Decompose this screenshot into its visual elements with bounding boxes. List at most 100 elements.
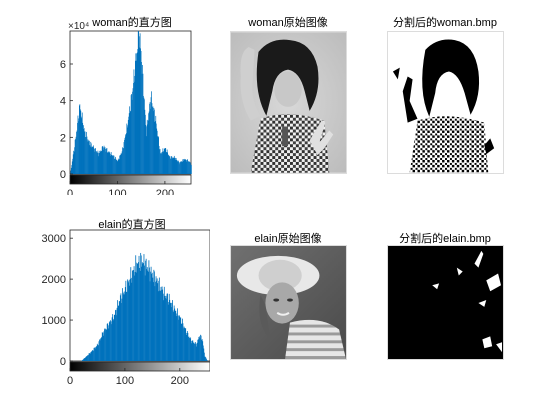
hist-bar xyxy=(124,139,125,174)
x-tick-label: 200 xyxy=(156,188,174,195)
hist-bar xyxy=(148,113,150,174)
hist-bar xyxy=(191,340,193,361)
hist-bar xyxy=(99,150,101,174)
hist-bar xyxy=(184,158,186,174)
hist-bar xyxy=(124,294,126,361)
hist-bar xyxy=(115,309,117,361)
hist-bar xyxy=(127,119,129,174)
hist-bar xyxy=(122,288,123,361)
hist-bar xyxy=(158,277,160,361)
hist-bar xyxy=(90,143,92,174)
y-tick-label: 2000 xyxy=(42,274,66,286)
hist-bar xyxy=(163,286,165,361)
hist-bar xyxy=(97,152,98,174)
hist-bar xyxy=(163,148,165,174)
hist-bar xyxy=(121,298,123,361)
hist-bar xyxy=(126,123,128,174)
hist-bar xyxy=(129,285,131,361)
hist-bar xyxy=(180,161,181,174)
hist-bar xyxy=(181,161,183,174)
hist-bar xyxy=(125,280,127,361)
hist-bar xyxy=(180,161,182,174)
hist-bar xyxy=(110,153,112,174)
hist-bar xyxy=(198,336,200,361)
hist-bar xyxy=(174,157,176,174)
hist-bar xyxy=(92,147,94,174)
hist-bar xyxy=(92,350,94,361)
hist-bar xyxy=(195,343,197,361)
hist-bar xyxy=(142,64,143,174)
hist-bar xyxy=(156,128,158,174)
hist-bar xyxy=(100,338,101,361)
hist-bar xyxy=(100,150,102,174)
hist-bar xyxy=(190,337,192,361)
hist-bar xyxy=(166,298,167,361)
hist-bar xyxy=(184,159,186,174)
hist-bar xyxy=(153,111,154,174)
hist-woman-title: woman的直方图 xyxy=(92,17,172,29)
hist-bar xyxy=(147,120,149,174)
hist-bar xyxy=(144,275,146,361)
hist-bar xyxy=(86,136,88,174)
hist-bar xyxy=(105,148,106,174)
hist-bar xyxy=(165,152,167,174)
hist-bar xyxy=(197,339,199,361)
hist-bar xyxy=(91,146,93,174)
hist-bar xyxy=(138,255,140,361)
hist-bar xyxy=(164,148,166,174)
hist-bar xyxy=(171,307,172,361)
hist-bar xyxy=(190,340,192,361)
hist-bar xyxy=(140,252,142,361)
hist-bar xyxy=(121,153,122,174)
hist-bar xyxy=(79,109,81,174)
hist-bar xyxy=(72,158,74,174)
hist-bar xyxy=(172,300,173,361)
hist-bar xyxy=(113,155,114,174)
hist-bar xyxy=(178,315,180,361)
hist-bar xyxy=(152,107,153,174)
hist-bar xyxy=(116,161,118,174)
hist-bar xyxy=(160,290,161,361)
hist-bar xyxy=(126,291,128,361)
hist-bar xyxy=(108,325,110,361)
hist-bar xyxy=(100,150,102,174)
hist-bar xyxy=(142,263,144,361)
hist-bar xyxy=(146,269,148,361)
woman-segmented-image xyxy=(387,31,504,174)
hist-bar xyxy=(120,154,122,174)
hist-bar xyxy=(144,109,146,174)
hist-bar xyxy=(149,103,150,174)
hist-bar xyxy=(143,254,145,361)
hist-bar xyxy=(154,121,156,174)
hist-bar xyxy=(153,269,155,361)
hist-bar xyxy=(185,159,187,174)
hist-bar xyxy=(162,151,163,174)
hist-bar xyxy=(173,155,175,174)
hist-bar xyxy=(187,332,189,361)
hist-bar xyxy=(181,161,183,174)
hist-bar xyxy=(160,286,162,361)
hist-bar xyxy=(132,91,133,174)
hist-bar xyxy=(90,352,92,361)
hist-bar xyxy=(127,127,129,174)
hist-bar xyxy=(105,151,107,174)
hist-bar xyxy=(105,329,107,361)
hist-bar xyxy=(101,332,103,361)
hist-bar xyxy=(99,151,101,174)
hist-bar xyxy=(169,299,171,361)
hist-bar xyxy=(161,152,162,174)
hist-bar xyxy=(81,112,83,174)
hist-bar xyxy=(87,141,88,174)
hist-bar xyxy=(85,137,87,174)
hist-bar xyxy=(172,310,174,361)
hist-bar xyxy=(162,300,164,361)
hist-bar xyxy=(192,342,194,361)
hist-bar xyxy=(164,298,166,361)
hist-bar xyxy=(197,339,199,361)
hist-bar xyxy=(200,334,201,361)
hist-bar xyxy=(172,157,174,174)
hist-bar xyxy=(184,327,185,361)
hist-bar xyxy=(102,149,104,174)
hist-bar xyxy=(114,159,115,174)
hist-bar xyxy=(142,73,144,174)
